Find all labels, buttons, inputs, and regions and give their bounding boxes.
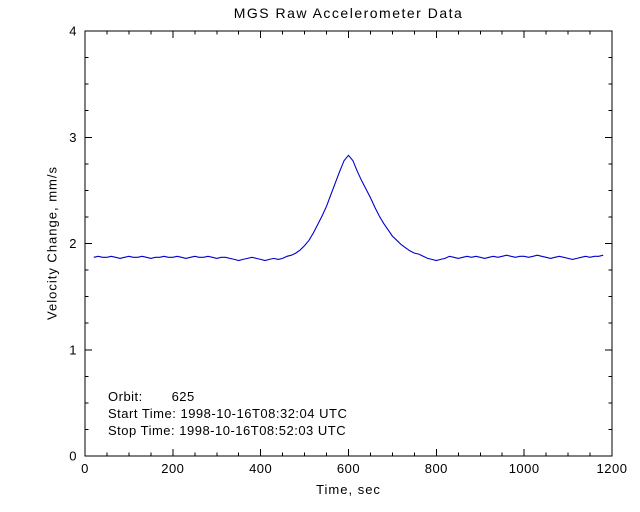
annotation-orbit: Orbit: 625 <box>108 389 195 404</box>
annotation-start-time: Start Time: 1998-10-16T08:32:04 UTC <box>108 406 348 421</box>
x-tick-label: 0 <box>81 461 89 476</box>
x-tick-label: 200 <box>161 461 184 476</box>
annotation-stop-time: Stop Time: 1998-10-16T08:52:03 UTC <box>108 423 347 438</box>
y-axis-label: Velocity Change, mm/s <box>44 166 60 320</box>
y-tick-label: 1 <box>69 342 77 357</box>
chart-title: MGS Raw Accelerometer Data <box>233 5 464 21</box>
x-tick-label: 1000 <box>509 461 540 476</box>
x-tick-label: 400 <box>249 461 272 476</box>
annotation-block: Orbit: 625 Start Time: 1998-10-16T08:32:… <box>108 388 347 439</box>
y-tick-label: 3 <box>69 130 77 145</box>
y-tick-label: 2 <box>69 236 77 251</box>
x-tick-label: 1200 <box>597 461 628 476</box>
y-tick-label: 0 <box>69 449 77 464</box>
x-tick-label: 600 <box>337 461 360 476</box>
data-line-velocity-change <box>93 154 604 262</box>
y-tick-label: 4 <box>69 24 77 39</box>
x-tick-label: 800 <box>425 461 448 476</box>
x-axis-label: Time, sec <box>316 482 381 497</box>
